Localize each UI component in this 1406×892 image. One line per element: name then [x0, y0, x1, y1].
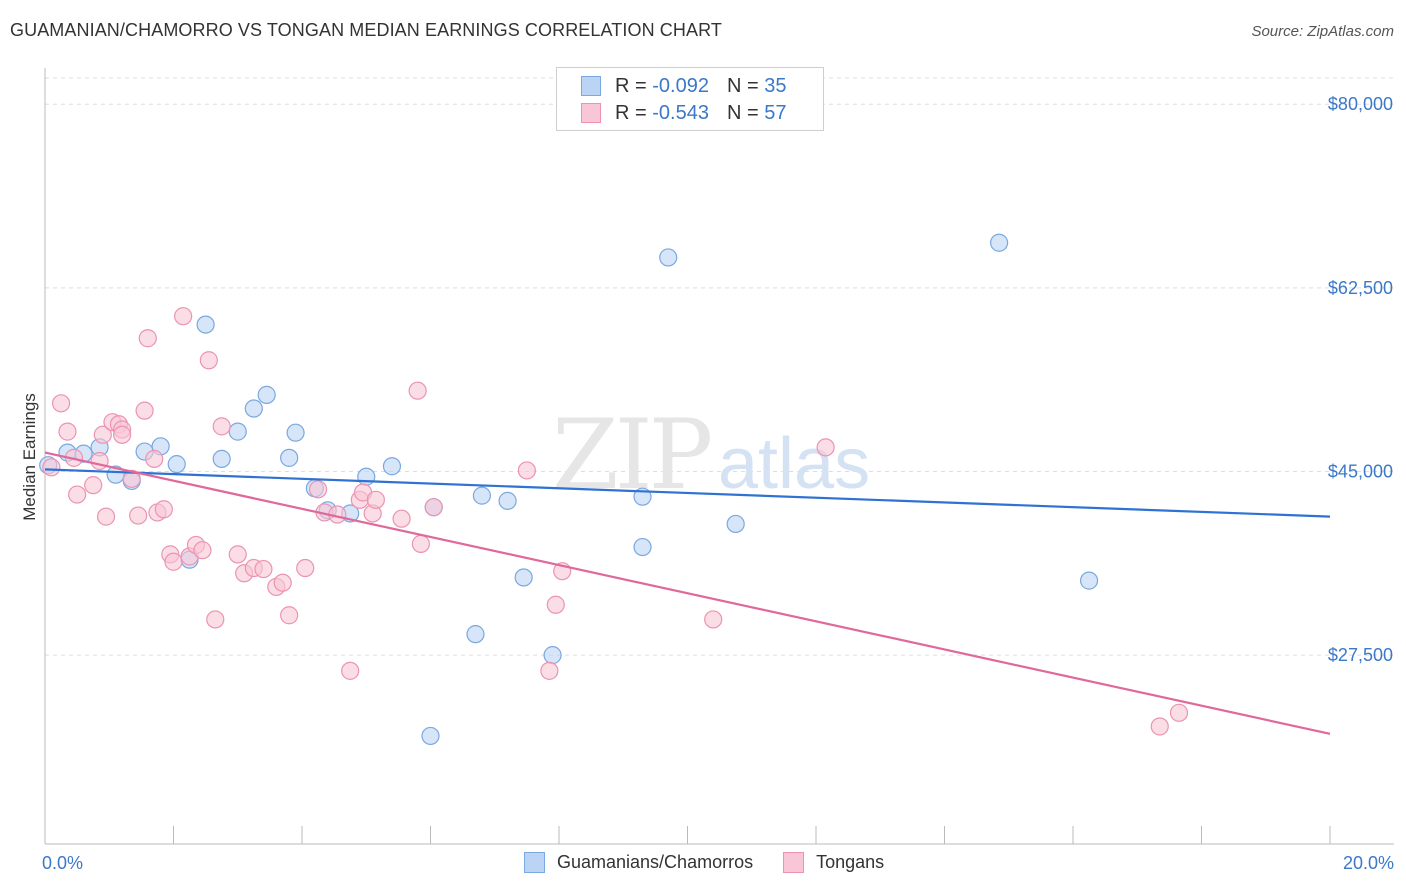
legend-n-value: 35 [764, 74, 787, 97]
point-tongan [93, 425, 112, 444]
y-tick-label: $45,000 [1328, 461, 1393, 481]
point-guamanian [726, 514, 745, 534]
point-tongan [51, 394, 71, 413]
point-tongan [212, 417, 231, 436]
point-tongan [1169, 703, 1189, 722]
data-points [39, 233, 1189, 746]
point-tongan [68, 485, 87, 504]
legend-swatch-pink [581, 103, 601, 123]
point-tongan [280, 606, 299, 625]
legend-r-value: -0.092 [652, 74, 709, 97]
trend-line-tongan [44, 451, 1331, 735]
point-guamanian [244, 399, 263, 418]
point-tongan [206, 610, 225, 629]
point-guamanian [286, 423, 305, 442]
legend-swatch-blue [581, 76, 601, 96]
point-tongan [424, 498, 443, 517]
point-tongan [164, 552, 183, 571]
point-guamanian [257, 385, 276, 404]
point-guamanian [421, 726, 440, 746]
point-guamanian [472, 486, 491, 505]
point-tongan [145, 449, 164, 469]
trend-lines [44, 451, 1331, 735]
point-guamanian [212, 449, 231, 469]
point-guamanian [382, 457, 402, 476]
point-guamanian [196, 315, 215, 334]
watermark-atlas: atlas [718, 424, 870, 504]
y-tick-labels: $27,500 $45,000 $62,500 $80,000 [1328, 94, 1393, 665]
point-tongan [96, 507, 116, 526]
point-tongan [254, 559, 273, 579]
point-tongan [228, 545, 247, 564]
point-guamanian [1079, 571, 1099, 590]
point-tongan [138, 329, 157, 348]
y-axis-label: Median Earnings [20, 393, 39, 521]
point-tongan [273, 573, 292, 592]
legend-swatch-blue [524, 852, 545, 873]
legend-r-value: -0.543 [652, 101, 709, 124]
legend-n-value: 57 [764, 101, 787, 124]
legend-label-guamanians: Guamanians/Chamorros [557, 852, 754, 872]
point-guamanian [514, 568, 533, 587]
point-tongan [199, 351, 218, 370]
axes [44, 68, 1394, 845]
point-tongan [193, 541, 212, 560]
point-tongan [366, 490, 385, 509]
legend-row-tongan: R = -0.543 N = 57 [581, 100, 786, 126]
x-tick-label-max: 20.0% [1343, 853, 1394, 873]
point-tongan [58, 422, 77, 441]
point-tongan [411, 534, 430, 553]
point-guamanian [659, 248, 678, 267]
y-tick-label: $80,000 [1328, 94, 1393, 114]
point-tongan [112, 425, 132, 444]
series-legend: Guamanians/Chamorros Tongans [524, 852, 914, 873]
legend-swatch-pink [783, 852, 805, 873]
y-tick-label: $27,500 [1328, 645, 1393, 665]
correlation-legend: R = -0.092 N = 35 R = -0.543 N = 57 [556, 67, 824, 131]
point-tongan [546, 595, 565, 614]
point-guamanian [498, 491, 517, 510]
point-tongan [408, 381, 427, 400]
point-tongan [392, 509, 411, 528]
chart-title: GUAMANIAN/CHAMORRO VS TONGAN MEDIAN EARN… [10, 20, 722, 40]
legend-n-label: N = [726, 101, 765, 124]
y-tick-label: $62,500 [1328, 278, 1393, 298]
legend-item-tongans: Tongans [783, 852, 884, 873]
x-tick-label-min: 0.0% [42, 853, 83, 873]
legend-n-label: N = [726, 74, 765, 97]
point-tongan [296, 558, 315, 578]
point-tongan [517, 461, 536, 480]
point-tongan [84, 476, 103, 495]
point-guamanian [990, 233, 1009, 252]
watermark: ZIP atlas [552, 399, 870, 511]
watermark-zip: ZIP [552, 399, 711, 511]
point-guamanian [633, 537, 652, 557]
point-tongan [135, 401, 154, 420]
legend-r-label: R = [615, 101, 653, 124]
point-tongan [154, 500, 173, 519]
point-tongan [42, 458, 61, 477]
point-tongan [341, 661, 360, 680]
point-guamanian [357, 467, 376, 486]
legend-item-guamanians: Guamanians/Chamorros [524, 852, 753, 873]
legend-r-label: R = [615, 74, 653, 97]
point-guamanian [466, 625, 485, 644]
point-tongan [540, 661, 559, 680]
point-guamanian [228, 422, 247, 441]
point-guamanian [543, 646, 562, 665]
legend-label-tongans: Tongans [816, 852, 885, 872]
point-guamanian [167, 455, 186, 474]
legend-row-guamanian: R = -0.092 N = 35 [581, 73, 786, 99]
point-tongan [816, 438, 835, 457]
source-label: Source: ZipAtlas.com [1251, 23, 1394, 40]
point-tongan [129, 506, 148, 525]
point-tongan [308, 480, 328, 499]
point-tongan [704, 610, 723, 629]
point-tongan [1150, 717, 1169, 736]
trend-line-guamanian [44, 468, 1331, 518]
point-guamanian [280, 448, 299, 467]
point-tongan [174, 307, 193, 326]
point-tongan [122, 469, 141, 488]
